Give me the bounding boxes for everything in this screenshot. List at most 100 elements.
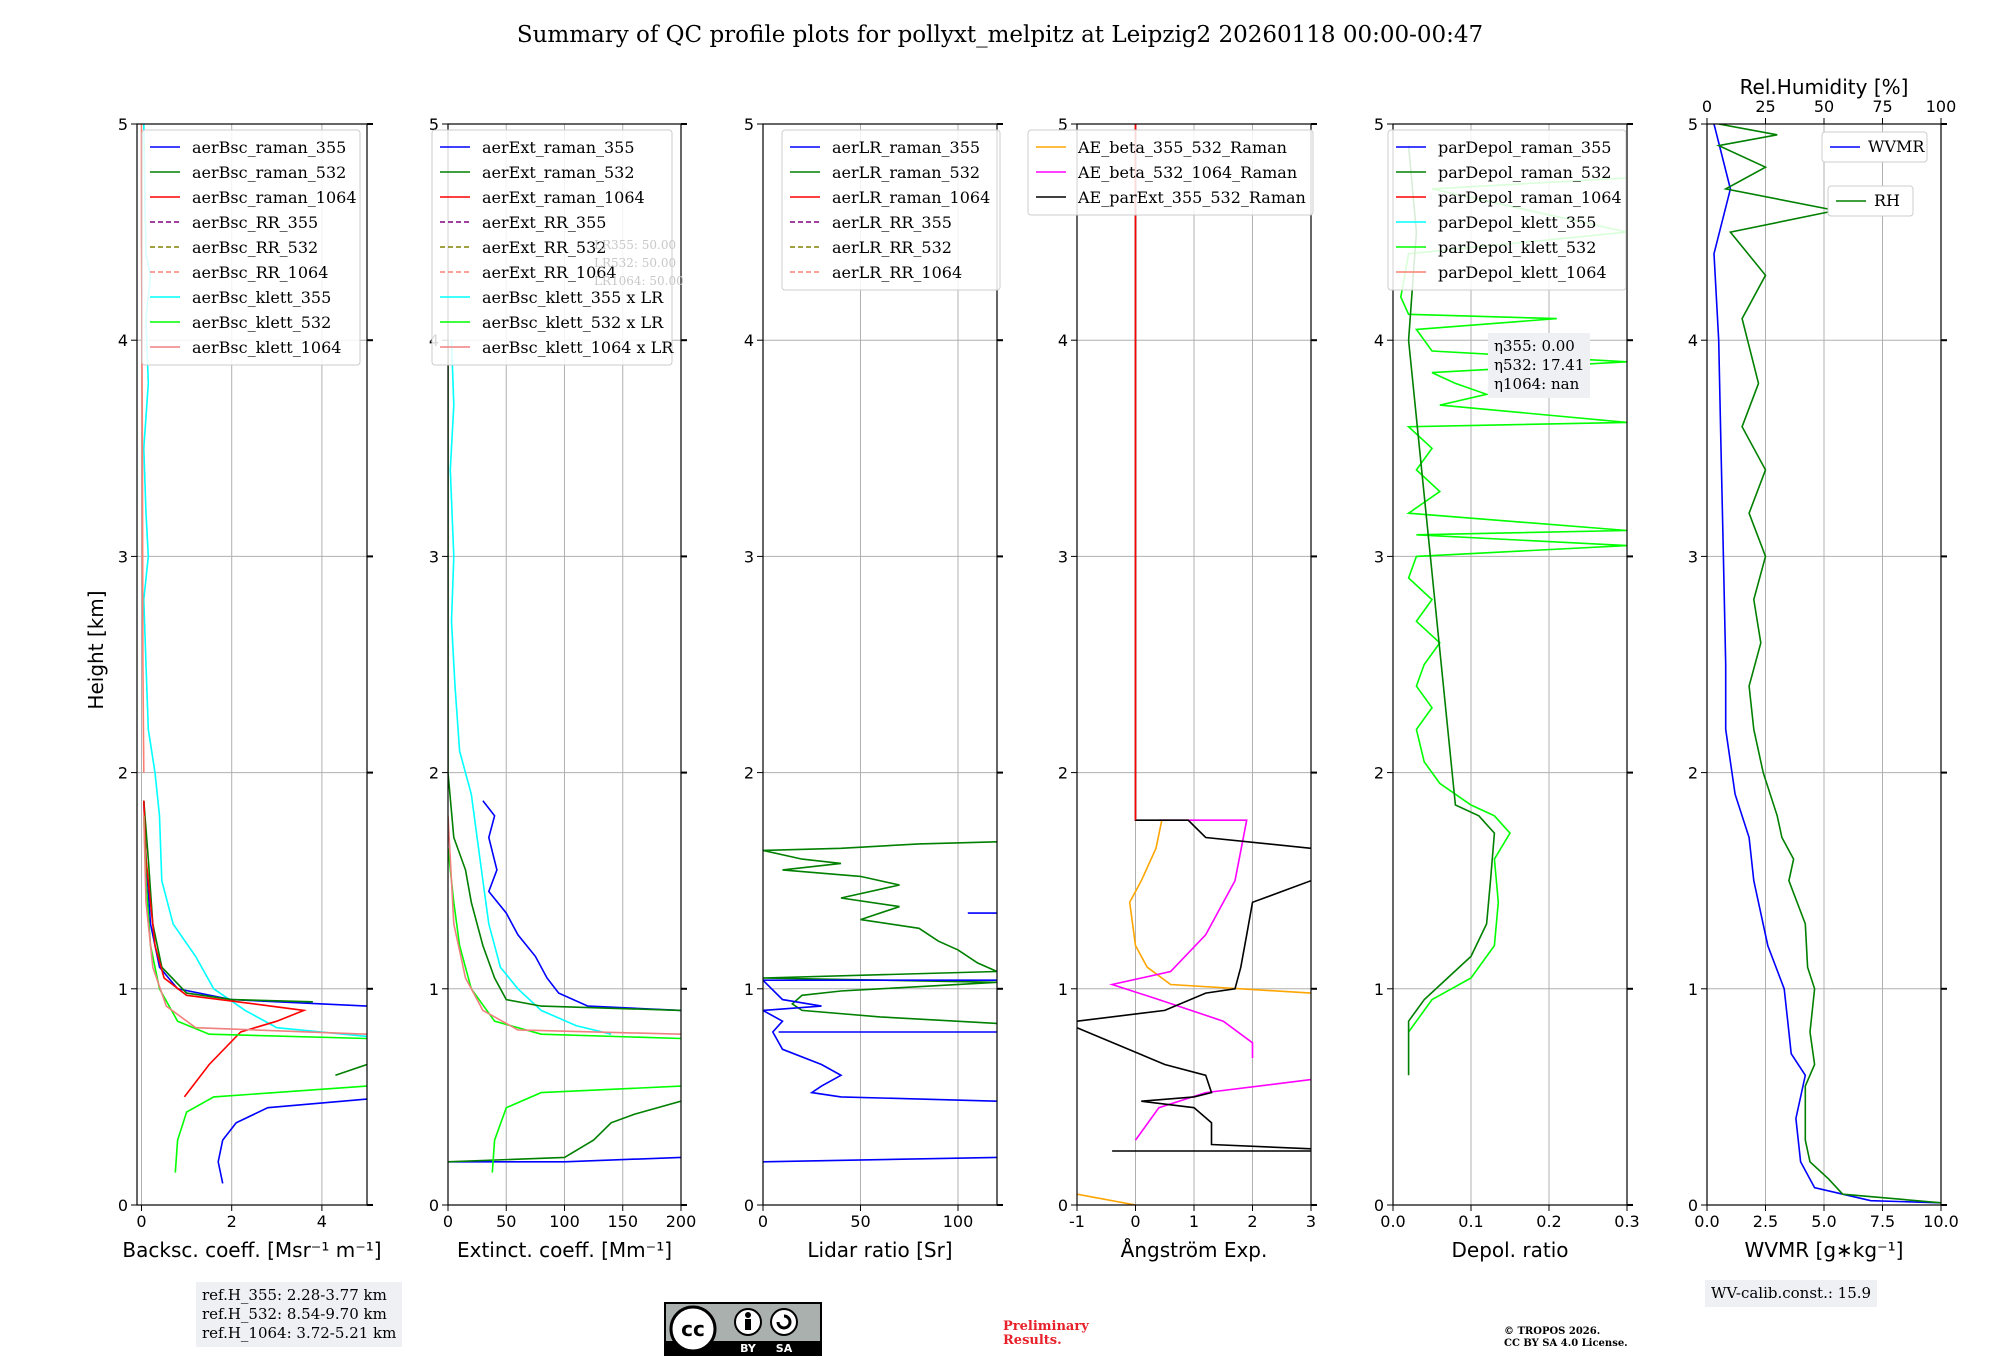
legend-label: aerBsc_klett_1064 x LR (482, 338, 674, 357)
legend-label: aerBsc_RR_355 (192, 213, 318, 232)
y-tick-label: 3 (744, 547, 754, 566)
series-line-aerBsc_raman_355 (143, 800, 367, 1007)
series-line-aerBsc_raman_355_low (217, 1098, 367, 1184)
x-tick-label: 0 (758, 1212, 768, 1231)
y-tick-label: 0 (429, 1196, 439, 1215)
eta-box: η355: 0.00 η532: 17.41 η1064: nan (1488, 333, 1591, 398)
legend-label: aerExt_RR_355 (482, 213, 606, 232)
x-tick-label: 5.0 (1811, 1212, 1836, 1231)
y-tick-label: 4 (1058, 331, 1068, 350)
x-axis-label: WVMR [g∗kg⁻¹] (1745, 1238, 1904, 1262)
legend-label: AE_beta_355_532_Raman (1077, 138, 1287, 157)
y-tick-label: 0 (744, 1196, 754, 1215)
legend-box (1027, 129, 1314, 216)
preliminary-line-2: Results. (1003, 1333, 1062, 1348)
legend-label: aerExt_RR_1064 (482, 263, 617, 282)
series-group (1077, 124, 1311, 1205)
legend-label: aerLR_RR_355 (832, 213, 952, 232)
x-tick-label: 0 (136, 1212, 146, 1231)
top-x-tick-label: 100 (1926, 97, 1957, 116)
series-line-AE_beta_355_532_Raman (1128, 820, 1311, 994)
eta-532: η532: 17.41 (1494, 356, 1585, 374)
y-tick-label: 2 (1374, 764, 1384, 783)
legend-label: aerLR_RR_1064 (832, 263, 962, 282)
top-x-tick-label: 0 (1702, 97, 1712, 116)
top-x-tick-label: 50 (1814, 97, 1834, 116)
copyright-line-2: CC BY SA 4.0 License. (1504, 1338, 1628, 1349)
y-tick-label: 2 (118, 764, 128, 783)
ref-height-1064: ref.H_1064: 3.72-5.21 km (202, 1324, 397, 1342)
legend-label: aerLR_raman_1064 (832, 188, 990, 207)
series-line-WVMR (1713, 124, 1941, 1204)
legend-box (781, 129, 1001, 291)
ref-height-box: ref.H_355: 2.28-3.77 km ref.H_532: 8.54-… (196, 1282, 403, 1347)
y-tick-label: 5 (118, 115, 128, 134)
legend-box (1827, 185, 1914, 217)
cc-license-badge: cc BY SA (664, 1302, 822, 1356)
legend-label: parDepol_raman_532 (1438, 163, 1611, 182)
legend-label: aerBsc_raman_355 (192, 138, 346, 157)
x-tick-label: 0.1 (1458, 1212, 1483, 1231)
y-tick-label: 0 (1058, 1196, 1068, 1215)
y-tick-label: 2 (1688, 764, 1698, 783)
legend-label: aerBsc_klett_1064 (192, 338, 341, 357)
y-tick-label: 2 (429, 764, 439, 783)
ref-height-532: ref.H_532: 8.54-9.70 km (202, 1305, 387, 1323)
series-line-aerBsc_raman_532 (143, 800, 313, 1003)
y-tick-label: 1 (1688, 980, 1698, 999)
y-tick-label: 1 (118, 980, 128, 999)
x-tick-label: 7.5 (1870, 1212, 1895, 1231)
series-line-aerBsc_klett_355 x LR (449, 340, 612, 1035)
x-tick-label: 0 (1130, 1212, 1140, 1231)
x-tick-label: 50 (496, 1212, 516, 1231)
x-tick-label: 3 (1306, 1212, 1316, 1231)
series-group (1713, 124, 1941, 1204)
legend-label: aerBsc_RR_532 (192, 238, 318, 257)
legend-label: parDepol_klett_532 (1438, 238, 1596, 257)
series-group (448, 340, 681, 1173)
x-tick-label: 100 (549, 1212, 580, 1231)
panel-p2: 050100150200012345Extinct. coeff. [Mm⁻¹]… (429, 115, 696, 1262)
x-tick-label: 0.0 (1694, 1212, 1719, 1231)
preliminary-line-1: Preliminary (1003, 1319, 1089, 1334)
y-tick-label: 4 (118, 331, 128, 350)
legend-label: WVMR (1868, 137, 1925, 156)
wv-calib-text: WV-calib.const.: 15.9 (1711, 1284, 1872, 1302)
x-tick-label: 100 (943, 1212, 974, 1231)
y-tick-label: 5 (429, 115, 439, 134)
lr-355-ghost: LR355: 50.00 (594, 238, 677, 252)
preliminary-notice: Preliminary Results. (1003, 1320, 1089, 1348)
y-tick-label: 3 (429, 547, 439, 566)
legend-label: AE_parExt_355_532_Raman (1077, 188, 1306, 207)
cc-logo-icon (669, 1305, 717, 1353)
series-line-aerLR_raman_532 (763, 841, 997, 1025)
x-tick-label: -1 (1069, 1212, 1085, 1231)
y-tick-label: 4 (1374, 331, 1384, 350)
series-group (140, 124, 367, 1184)
legend-label: aerBsc_raman_532 (192, 163, 346, 182)
ref-height-355: ref.H_355: 2.28-3.77 km (202, 1286, 387, 1304)
y-tick-label: 1 (429, 980, 439, 999)
series-line-aerExt_raman_355 (482, 800, 681, 1012)
series-line-aerBsc_raman_1064 (143, 800, 308, 1098)
y-tick-label: 5 (744, 115, 754, 134)
series-line-AE_beta_532_1064_Raman_low (1134, 1078, 1311, 1141)
legend-label: aerBsc_RR_1064 (192, 263, 328, 282)
y-axis-label: Height [km] (84, 590, 108, 709)
legend-label: aerLR_raman_532 (832, 163, 980, 182)
top-x-tick-label: 25 (1755, 97, 1775, 116)
y-tick-label: 0 (118, 1196, 128, 1215)
x-axis-label: Backsc. coeff. [Msr⁻¹ m⁻¹] (122, 1238, 381, 1262)
legend-label: parDepol_raman_1064 (1438, 188, 1622, 207)
series-line-AE_beta_355_532_Raman_low (1077, 1193, 1136, 1205)
series-group (763, 841, 997, 1163)
x-tick-label: 1 (1189, 1212, 1199, 1231)
x-tick-label: 0 (443, 1212, 453, 1231)
lr-1064-ghost: LR1064: 50.00 (594, 274, 684, 288)
legend-label: aerExt_raman_532 (482, 163, 635, 182)
series-line-aerBsc_klett_1064 x LR (448, 815, 681, 1035)
x-tick-label: 0.2 (1536, 1212, 1561, 1231)
legend-box (1387, 129, 1627, 291)
series-group (1399, 145, 1627, 1076)
